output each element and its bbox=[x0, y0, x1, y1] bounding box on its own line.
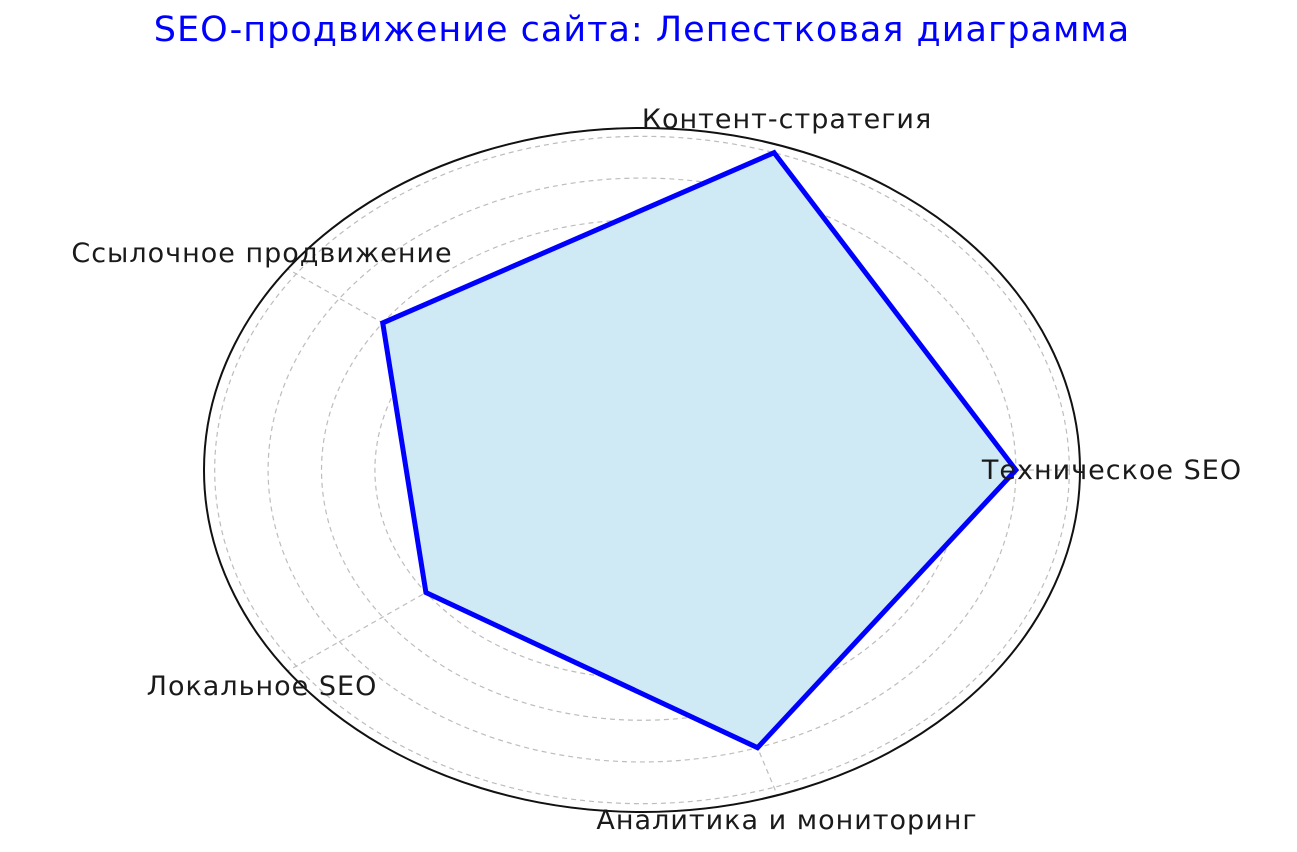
chart-title: SEO-продвижение сайта: Лепестковая диагр… bbox=[153, 10, 1131, 50]
category-label: Техническое SEO bbox=[981, 455, 1242, 486]
category-label: Контент-стратегия bbox=[642, 104, 932, 135]
series-area bbox=[382, 152, 1016, 748]
category-label: Аналитика и мониторинг bbox=[596, 805, 977, 836]
polar-spine bbox=[203, 127, 1081, 813]
category-label: Локальное SEO bbox=[147, 671, 378, 702]
series-line bbox=[379, 149, 1020, 751]
category-label: Ссылочное продвижение bbox=[71, 238, 452, 269]
